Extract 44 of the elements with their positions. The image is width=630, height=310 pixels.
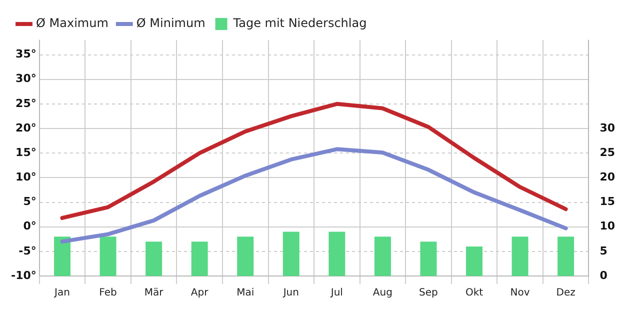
bar: [237, 236, 254, 276]
x-tick-label: Apr: [190, 288, 210, 299]
y-tick-label: 0°: [23, 220, 36, 233]
y-tick-label: 25°: [16, 96, 36, 110]
bar: [146, 242, 162, 276]
y2-tick-label: 25: [600, 146, 616, 159]
x-tick-label: Aug: [372, 288, 392, 299]
y-tick-label: 35°: [16, 48, 36, 61]
y-tick-label: 5°: [23, 195, 36, 208]
bar: [100, 236, 116, 276]
y-tick-label: 10°: [16, 170, 36, 184]
legend-label: Ø Maximum: [36, 16, 108, 30]
y-tick-label: 30°: [16, 72, 36, 86]
x-tick-label: Jun: [282, 288, 299, 299]
bar: [191, 242, 208, 276]
bar: [54, 236, 70, 276]
bar: [282, 232, 300, 276]
x-tick-label: Jul: [330, 288, 343, 299]
x-tick-label: Feb: [99, 288, 117, 299]
y-tick-label: 15°: [16, 146, 36, 159]
bar: [512, 236, 528, 276]
bar: [420, 242, 437, 276]
y2-tick-label: 15: [600, 195, 616, 208]
y2-tick-label: 10: [600, 220, 616, 233]
bar: [374, 236, 391, 276]
legend-label: Ø Minimum: [136, 16, 206, 30]
y-tick-label: 20°: [16, 121, 36, 134]
x-tick-label: Mai: [236, 288, 254, 299]
x-tick-label: Nov: [510, 288, 530, 299]
bar: [466, 246, 482, 276]
y2-tick-label: 5: [600, 244, 608, 258]
y2-tick-label: 20: [600, 170, 616, 184]
x-tick-label: Okt: [465, 288, 484, 299]
bar: [558, 236, 574, 276]
x-tick-label: Jan: [54, 288, 70, 299]
x-tick-label: Sep: [419, 288, 438, 299]
y-tick-label: -10°: [11, 268, 36, 282]
x-tick-label: Mär: [144, 288, 164, 299]
x-tick-label: Dez: [556, 288, 576, 299]
y2-tick-label: 0: [600, 268, 608, 282]
legend-label: Tage mit Niederschlag: [232, 16, 367, 30]
bar: [328, 232, 346, 276]
y2-tick-label: 30: [600, 121, 616, 134]
y-tick-label: -5°: [18, 244, 36, 258]
